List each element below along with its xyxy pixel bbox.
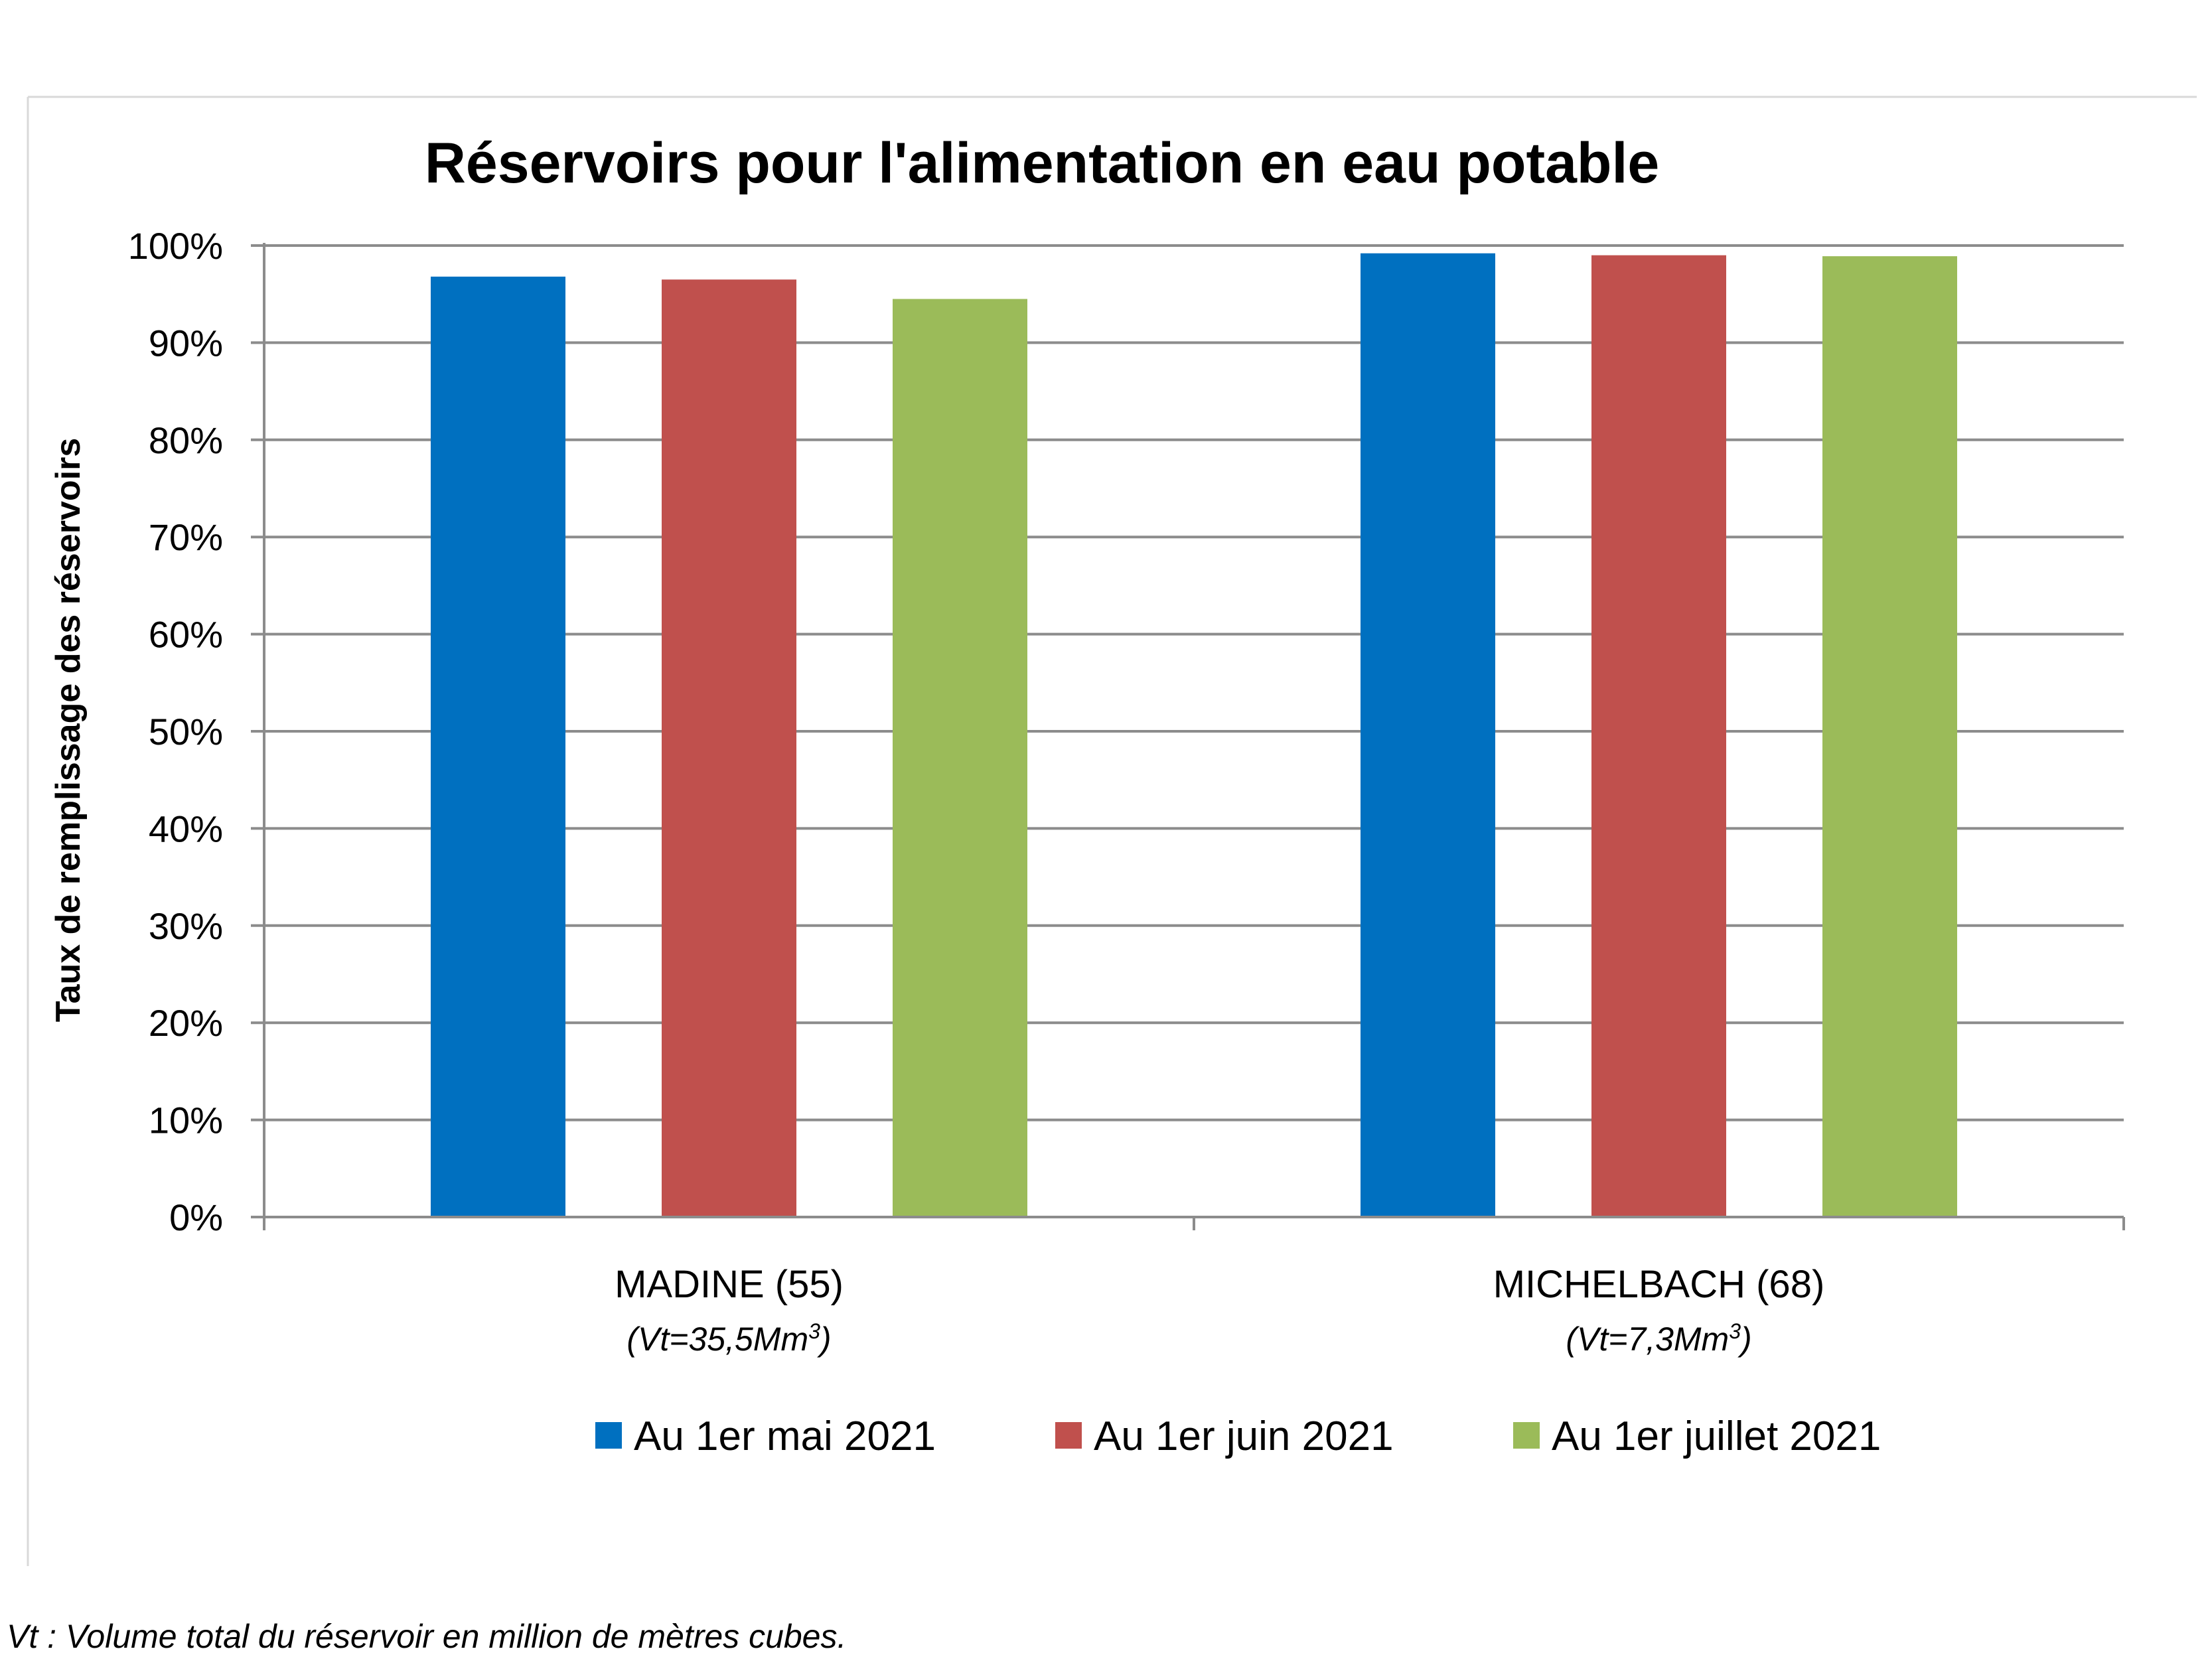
legend-swatch [1513, 1422, 1540, 1449]
legend-label: Au 1er mai 2021 [634, 1413, 936, 1459]
y-tick-label: 20% [149, 1002, 223, 1044]
y-tick-label: 60% [149, 614, 223, 656]
bar [1591, 255, 1726, 1217]
y-tick-label: 90% [149, 322, 223, 364]
y-tick-label: 70% [149, 516, 223, 558]
bar [1822, 256, 1957, 1217]
bar [431, 276, 565, 1217]
legend-label: Au 1er juillet 2021 [1552, 1413, 1881, 1459]
gridlines [264, 244, 2124, 1121]
bars [431, 253, 1957, 1217]
category-labels: MADINE (55) (Vt=35,5Mm3) MICHELBACH (68) (V… [615, 1263, 1824, 1358]
bar [662, 279, 796, 1217]
bar [1361, 253, 1495, 1217]
footnote: Vt : Volume total du réservoir en millio… [7, 1618, 846, 1655]
x-tick-label: MICHELBACH (68) [1493, 1263, 1825, 1306]
legend: Au 1er mai 2021 Au 1er juin 2021 Au 1er ju… [595, 1413, 1881, 1459]
y-tick-label: 50% [149, 711, 223, 753]
y-axis-ticks: 0% 10% 20% 30% 40% 50% 60% 70% 80% 90% 100% [128, 225, 264, 1238]
y-tick-label: 0% [169, 1196, 223, 1238]
category-volume-label: (Vt=35,5Mm3) [627, 1319, 831, 1358]
y-tick-label: 80% [149, 419, 223, 461]
x-tick-label: MADINE (55) [615, 1263, 844, 1306]
y-tick-label: 100% [128, 225, 223, 267]
legend-item: Au 1er juillet 2021 [1513, 1413, 1881, 1459]
legend-swatch [1055, 1422, 1082, 1449]
y-tick-label: 10% [149, 1100, 223, 1141]
y-axis-label: Taux de remplissage des réservoirs [49, 438, 88, 1023]
chart-title: Réservoirs pour l'alimentation en eau po… [425, 131, 1659, 195]
bar [893, 299, 1027, 1217]
legend-swatch [595, 1422, 622, 1449]
legend-item: Au 1er juin 2021 [1055, 1413, 1394, 1459]
y-tick-label: 40% [149, 808, 223, 849]
category-volume-label: (Vt=7,3Mm3) [1566, 1319, 1751, 1358]
axes [263, 243, 2125, 1230]
legend-item: Au 1er mai 2021 [595, 1413, 936, 1459]
y-tick-label: 30% [149, 905, 223, 947]
legend-label: Au 1er juin 2021 [1094, 1413, 1394, 1459]
